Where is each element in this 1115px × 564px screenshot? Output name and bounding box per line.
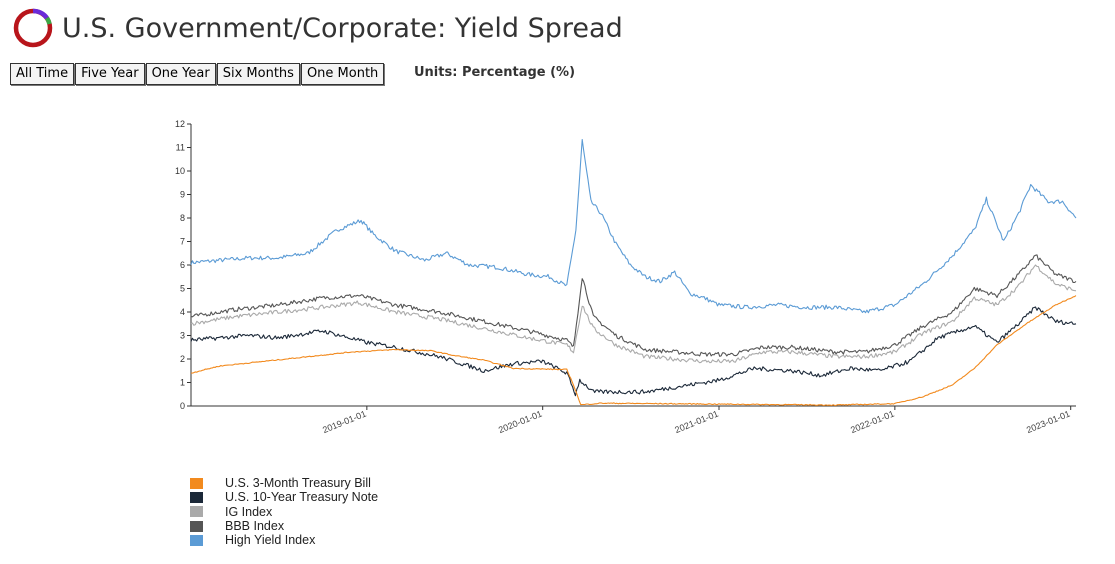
legend-swatch	[190, 491, 203, 503]
y-tick-label: 5	[180, 284, 185, 294]
y-tick-label: 1	[180, 378, 185, 388]
legend-label: High Yield Index	[225, 533, 316, 548]
legend-label: BBB Index	[225, 519, 285, 534]
y-tick-label: 12	[175, 119, 185, 129]
units-label: Units: Percentage (%)	[414, 65, 576, 80]
range-button-six-months[interactable]: Six Months	[216, 63, 300, 85]
y-tick-label: 11	[176, 143, 185, 153]
legend-item: IG Index	[190, 505, 378, 519]
y-tick-label: 3	[180, 331, 185, 341]
legend-item: U.S. 3-Month Treasury Bill	[190, 476, 378, 490]
range-button-one-month[interactable]: One Month	[300, 63, 385, 85]
range-button-five-year[interactable]: Five Year	[75, 63, 145, 85]
series-line-high-yield-index	[190, 138, 1077, 314]
series-line-ig-index	[190, 264, 1077, 364]
page-header: U.S. Government/Corporate: Yield Spread	[12, 6, 623, 50]
y-tick-label: 7	[180, 237, 185, 247]
legend-item: High Yield Index	[190, 533, 378, 547]
range-button-all-time[interactable]: All Time	[10, 63, 75, 85]
range-button-group: All Time Five Year One Year Six Months O…	[10, 63, 385, 85]
logo-icon	[13, 8, 53, 48]
legend-swatch	[190, 534, 203, 546]
y-tick-label: 9	[180, 190, 185, 200]
y-tick-label: 2	[180, 354, 185, 364]
x-tick-label: 2023-01-01	[1025, 409, 1071, 436]
x-tick-label: 2022-01-01	[849, 409, 895, 436]
series-line-u-s-3-month-treasury-bill	[190, 295, 1077, 407]
legend-label: IG Index	[225, 504, 273, 519]
y-tick-label: 4	[180, 307, 185, 317]
legend-item: BBB Index	[190, 519, 378, 533]
legend-swatch	[190, 477, 203, 489]
x-tick-label: 2019-01-01	[321, 409, 367, 436]
y-tick-label: 8	[180, 213, 185, 223]
legend-swatch	[190, 506, 203, 518]
range-button-one-year[interactable]: One Year	[145, 63, 216, 85]
x-tick-label: 2020-01-01	[497, 409, 543, 436]
y-tick-label: 0	[180, 401, 185, 411]
legend-swatch	[190, 520, 203, 532]
series-line-u-s-10-year-treasury-note	[190, 306, 1077, 397]
x-tick-label: 2021-01-01	[673, 409, 719, 436]
chart-legend: U.S. 3-Month Treasury Bill U.S. 10-Year T…	[190, 476, 378, 547]
legend-label: U.S. 3-Month Treasury Bill	[225, 476, 371, 491]
page-title: U.S. Government/Corporate: Yield Spread	[62, 12, 623, 44]
legend-label: U.S. 10-Year Treasury Note	[225, 490, 379, 505]
y-tick-label: 10	[175, 166, 185, 176]
series-line-bbb-index	[190, 254, 1077, 357]
legend-item: U.S. 10-Year Treasury Note	[190, 490, 378, 504]
y-tick-label: 6	[180, 260, 185, 270]
